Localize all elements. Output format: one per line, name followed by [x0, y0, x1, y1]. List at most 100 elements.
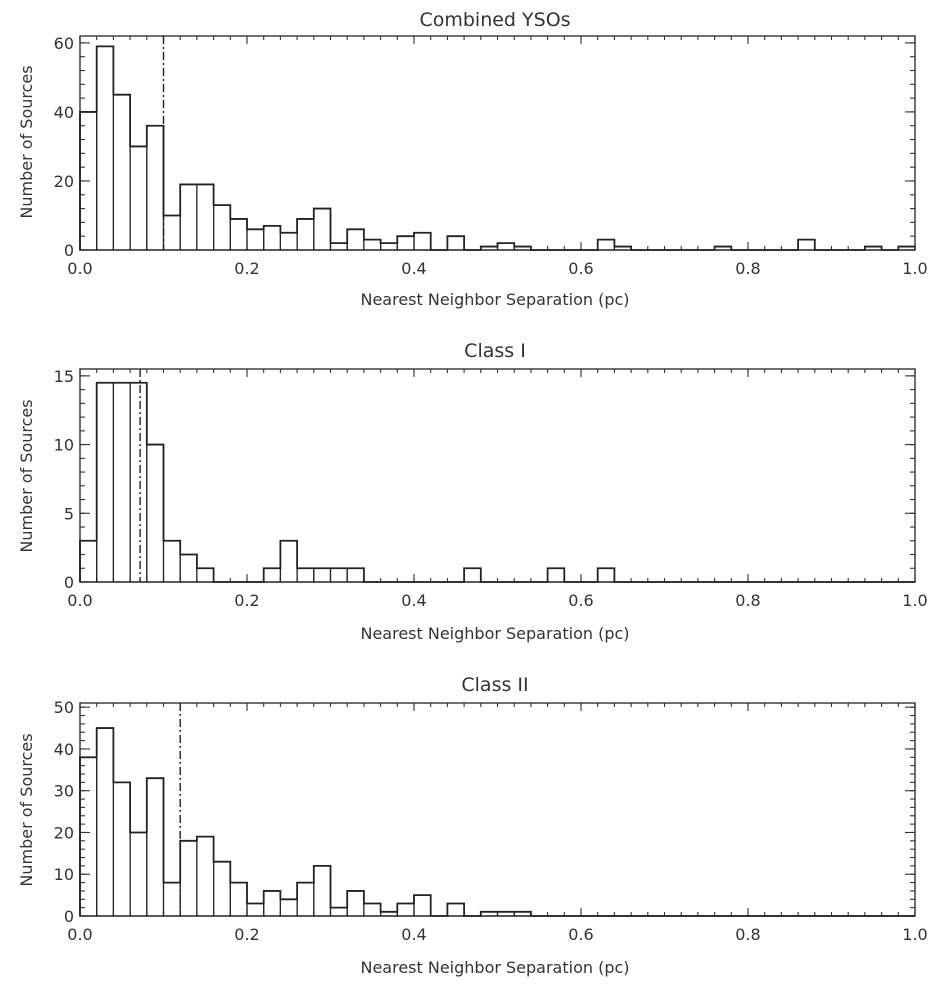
panel-class-ii: Class II Number of Sources Nearest Neigh…	[17, 674, 928, 977]
y-tick-label: 0	[64, 573, 74, 592]
histogram-bar	[179, 553, 198, 583]
panel-title: Class I	[464, 340, 526, 362]
histogram-bar	[112, 781, 131, 917]
histogram-bar	[713, 245, 732, 251]
histogram-bar	[162, 540, 181, 583]
histogram-bar	[263, 890, 282, 917]
histogram-bar	[96, 45, 114, 251]
histogram-bar	[597, 567, 616, 583]
x-tick-label: 1.0	[902, 259, 927, 278]
histogram-bar	[263, 225, 282, 251]
histogram-bar	[897, 245, 916, 251]
histogram-bar	[263, 567, 282, 583]
y-tick-label: 15	[54, 367, 74, 386]
histogram-bar	[296, 567, 315, 583]
histogram-bar	[546, 567, 565, 583]
y-tick-label: 5	[64, 504, 74, 523]
histogram-bar	[196, 567, 215, 583]
histogram-bar	[446, 902, 465, 917]
x-tick-label: 0.4	[401, 259, 426, 278]
histogram-bar	[446, 235, 465, 251]
panel-class-i: Class I Number of Sources Nearest Neighb…	[17, 340, 928, 643]
panel-title: Class II	[461, 674, 528, 696]
histogram-bar	[246, 228, 265, 251]
histogram-bar	[380, 242, 398, 251]
y-tick-label: 0	[64, 241, 74, 260]
histogram-bar	[129, 831, 148, 917]
x-tick-label: 1.0	[902, 925, 927, 944]
y-tick-label: 40	[54, 740, 74, 759]
histogram-bar	[279, 898, 298, 917]
histogram-bar	[613, 245, 632, 251]
histogram-bar	[346, 890, 365, 917]
histogram-bar	[296, 881, 315, 917]
histogram-bar	[179, 840, 198, 917]
y-tick-label: 0	[64, 907, 74, 926]
histogram-bar	[864, 245, 883, 251]
histogram-bar	[112, 94, 131, 251]
x-tick-label: 0.4	[401, 591, 426, 610]
histogram-bar	[196, 183, 215, 251]
y-axis-label: Number of Sources	[17, 399, 36, 552]
histogram-bar	[363, 902, 382, 917]
histogram-bar	[329, 567, 348, 583]
histogram-bar	[513, 911, 532, 917]
x-tick-label: 0.6	[568, 925, 593, 944]
histogram-bar	[396, 235, 415, 251]
x-tick-label: 0.6	[568, 259, 593, 278]
histogram-steps	[79, 727, 915, 917]
histogram-bar	[413, 232, 432, 251]
histogram-bar	[513, 245, 532, 251]
x-axis-label: Nearest Neighbor Separation (pc)	[360, 624, 629, 643]
histogram-bar	[146, 443, 165, 583]
x-tick-label: 1.0	[902, 591, 927, 610]
x-tick-label: 0.0	[67, 259, 92, 278]
x-axis-label: Nearest Neighbor Separation (pc)	[360, 958, 629, 977]
x-tick-label: 0.4	[401, 925, 426, 944]
histogram-bar	[329, 907, 348, 917]
histogram-bar	[313, 207, 332, 251]
histogram-bar	[162, 214, 181, 251]
y-tick-label: 40	[54, 103, 74, 122]
x-tick-label: 0.2	[234, 591, 259, 610]
histogram-bar	[313, 865, 332, 917]
histogram-bar	[463, 567, 482, 583]
y-tick-label: 50	[54, 698, 74, 717]
histogram-bar	[146, 777, 165, 917]
histogram-bar	[363, 239, 382, 251]
histogram-bar	[296, 218, 315, 251]
histogram-bar	[597, 239, 616, 251]
histogram-bar	[213, 861, 231, 917]
panel-title: Combined YSOs	[419, 9, 570, 31]
histogram-steps	[79, 45, 915, 251]
histogram-bar	[346, 567, 365, 583]
plot-frame	[79, 35, 916, 251]
plot-frame	[79, 368, 916, 583]
panel-combined-ysos: Combined YSOs Number of Sources Nearest …	[17, 9, 928, 309]
histogram-bar	[279, 232, 298, 251]
histogram-bar	[79, 756, 98, 917]
histogram-bar	[162, 881, 181, 917]
histogram-bar	[112, 382, 131, 583]
x-tick-label: 0.0	[67, 591, 92, 610]
x-tick-label: 0.2	[234, 925, 259, 944]
plot-frame	[79, 702, 916, 917]
x-tick-label: 0.0	[67, 925, 92, 944]
histogram-bar	[496, 242, 515, 251]
y-tick-label: 20	[54, 172, 74, 191]
histogram-bar	[480, 245, 499, 251]
y-axis-label: Number of Sources	[17, 65, 36, 218]
x-tick-label: 0.8	[735, 259, 760, 278]
y-tick-label: 30	[54, 782, 74, 801]
histogram-bar	[129, 145, 148, 251]
y-tick-label: 10	[54, 436, 74, 455]
histogram-steps	[79, 381, 915, 583]
histogram-bar	[129, 382, 148, 583]
histogram-bar	[797, 239, 816, 251]
y-tick-label: 20	[54, 823, 74, 842]
histogram-bar	[79, 540, 98, 583]
histogram-bar	[313, 567, 332, 583]
x-axis-label: Nearest Neighbor Separation (pc)	[360, 290, 629, 309]
histogram-bar	[196, 836, 215, 917]
y-axis-label: Number of Sources	[17, 733, 36, 886]
